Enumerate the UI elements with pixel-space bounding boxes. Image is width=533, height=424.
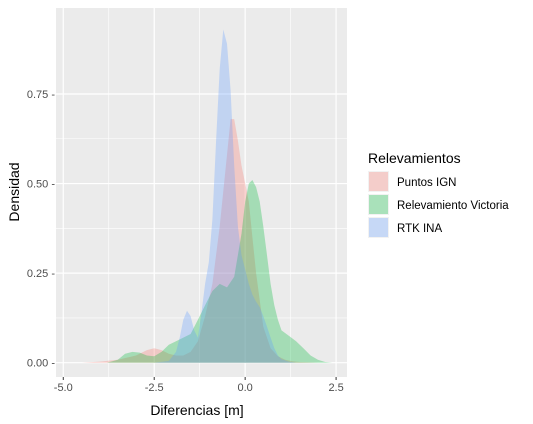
plot-panel <box>56 8 347 377</box>
density-area-series-0 <box>63 119 318 363</box>
legend-label: RTK INA <box>397 223 442 235</box>
y-tick-label: 0.00 - <box>27 358 55 370</box>
series-layer <box>63 29 333 363</box>
y-axis-title: Densidad <box>6 162 22 221</box>
legend: Relevamientos Puntos IGN Relevamiento Vic… <box>368 150 509 238</box>
density-area-series-2 <box>154 29 297 363</box>
grid-minor <box>56 8 347 377</box>
density-area-series-1 <box>106 180 333 363</box>
legend-key-swatch <box>369 218 388 237</box>
x-tick-label: 0.0 <box>238 382 253 394</box>
legend-key-bg <box>368 171 389 192</box>
legend-key-bg <box>368 217 389 238</box>
x-tick-label: -5.0 <box>54 382 73 394</box>
legend-key-swatch <box>369 172 388 191</box>
y-axis: 0.00 - 0.25 - 0.50 - 0.75 - <box>27 89 55 370</box>
legend-key-bg <box>368 194 389 215</box>
legend-label: Puntos IGN <box>397 177 456 189</box>
legend-title: Relevamientos <box>368 150 461 166</box>
x-axis-title: Diferencias [m] <box>150 402 243 418</box>
legend-label: Relevamiento Victoria <box>397 200 509 212</box>
legend-key-swatch <box>369 195 388 214</box>
x-tick-label: -2.5 <box>145 382 164 394</box>
grid-major <box>56 8 347 377</box>
y-tick-label: 0.75 - <box>27 89 55 101</box>
x-tick-label: 2.5 <box>328 382 343 394</box>
x-axis: -5.0 -2.5 0.0 2.5 <box>54 377 344 394</box>
y-tick-label: 0.25 - <box>27 268 55 280</box>
y-tick-label: 0.50 - <box>27 179 55 191</box>
